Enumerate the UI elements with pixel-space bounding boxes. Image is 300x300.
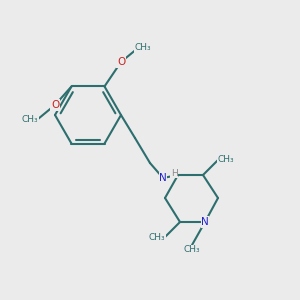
Text: O: O [51,100,59,110]
Text: N: N [159,173,167,183]
Text: N: N [201,217,209,227]
Text: CH₃: CH₃ [184,245,200,254]
Text: O: O [117,57,125,67]
Text: CH₃: CH₃ [149,232,165,242]
Text: CH₃: CH₃ [218,155,234,164]
Text: H: H [171,169,177,178]
Text: CH₃: CH₃ [22,115,38,124]
Text: CH₃: CH₃ [135,44,151,52]
